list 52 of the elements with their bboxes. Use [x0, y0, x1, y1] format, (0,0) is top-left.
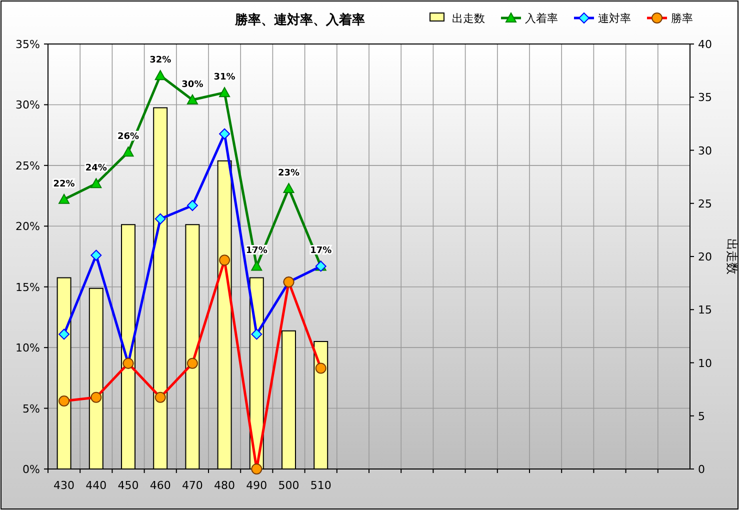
- data-label: 32%: [150, 56, 172, 66]
- point: [251, 260, 262, 271]
- y-tick-label: 15%: [16, 280, 40, 294]
- y2-axis-title: 出走数: [725, 238, 739, 274]
- y2-tick-label: 0: [698, 463, 705, 476]
- point: [283, 183, 294, 193]
- data-label: 23%: [278, 168, 300, 178]
- y2-tick-label: 20: [698, 250, 712, 264]
- y2-tick-label: 30: [698, 144, 712, 158]
- x-tick-label: 500: [278, 479, 300, 492]
- legend-label: 入着率: [525, 12, 558, 25]
- y2-tick-label: 40: [698, 38, 712, 51]
- y-tick-label: 25%: [16, 159, 40, 172]
- x-tick-label: 470: [182, 479, 203, 492]
- data-label: 22%: [53, 179, 75, 190]
- chart-title: 勝率、連対率、入着率: [234, 12, 365, 28]
- y2-tick-label: 25: [698, 197, 712, 210]
- x-tick-label: 460: [150, 479, 171, 492]
- legend-label: 出走数: [452, 12, 485, 25]
- y-tick-label: 35%: [16, 38, 40, 51]
- point: [154, 70, 166, 80]
- legend-label: 連対率: [598, 12, 631, 25]
- point: [251, 328, 262, 340]
- data-label: 30%: [182, 80, 204, 90]
- y2-tick-label: 10: [698, 356, 712, 370]
- point: [90, 178, 102, 188]
- point: [58, 328, 70, 340]
- y2-tick-label: 35: [698, 91, 712, 104]
- point: [219, 128, 230, 140]
- x-tick-label: 490: [246, 479, 268, 492]
- x-tick-label: 510: [310, 479, 332, 492]
- x-tick-label: 480: [214, 479, 236, 492]
- x-tick-label: 430: [54, 479, 75, 492]
- point: [122, 146, 134, 157]
- point: [219, 87, 230, 98]
- data-label: 24%: [85, 164, 107, 174]
- y-tick-label: 5%: [22, 402, 40, 416]
- legend-label: 勝率: [671, 12, 693, 25]
- y-tick-label: 20%: [16, 220, 40, 234]
- y2-tick-label: 5: [698, 410, 705, 423]
- y-tick-label: 0%: [22, 463, 40, 476]
- point: [90, 250, 102, 261]
- y2-tick-label: 15: [698, 304, 712, 317]
- point: [154, 213, 166, 224]
- y-tick-label: 30%: [16, 98, 40, 112]
- data-label: 31%: [214, 72, 236, 83]
- point: [58, 194, 70, 204]
- y-tick-label: 10%: [16, 342, 40, 355]
- x-tick-label: 440: [86, 479, 107, 492]
- point: [186, 200, 198, 211]
- x-tick-label: 450: [118, 479, 139, 492]
- point: [186, 94, 198, 104]
